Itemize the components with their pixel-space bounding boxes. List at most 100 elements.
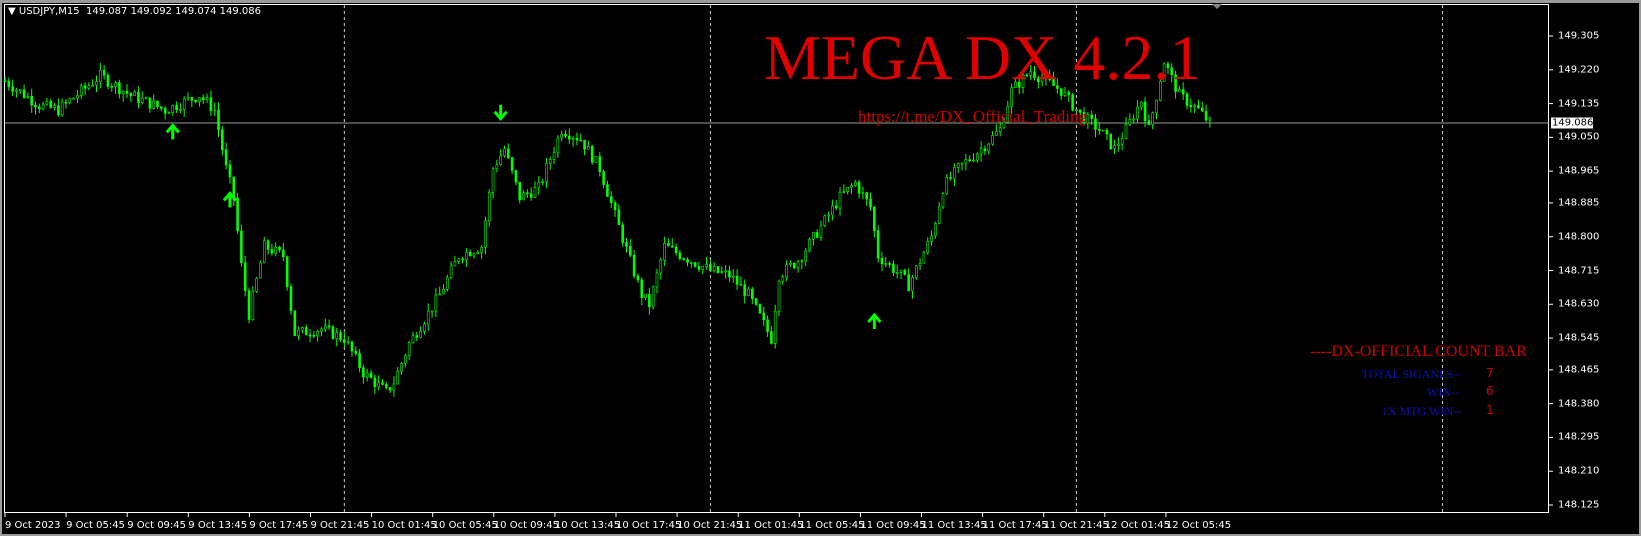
candle-body (1101, 129, 1105, 132)
candle-body (1082, 112, 1086, 124)
candle-body (899, 269, 903, 273)
candle-body (91, 84, 94, 87)
dropdown-triangle-icon[interactable]: ▼ (8, 6, 16, 17)
plot-area[interactable] (4, 4, 1549, 513)
count-bar-title: ----DX-OFFICIAL COUNT BAR (1310, 343, 1527, 360)
candle-body (270, 249, 274, 254)
candle-body (445, 277, 449, 290)
candle-body (533, 187, 537, 198)
candle-body (846, 186, 849, 192)
candle-body (655, 272, 659, 288)
candle-body (876, 230, 880, 259)
candle-body (247, 290, 251, 320)
candle-body (114, 82, 117, 87)
candle-body (1109, 133, 1113, 150)
candle-body (735, 275, 739, 285)
candle-body (453, 261, 457, 267)
candle-body (377, 382, 380, 387)
candle-body (404, 355, 407, 364)
chart-shift-marker[interactable] (1212, 4, 1222, 9)
candle-body (140, 97, 144, 103)
candle-body (781, 276, 785, 282)
count-value-win: 6 (1486, 384, 1494, 398)
candle-body (38, 106, 41, 110)
candle-body (1002, 121, 1006, 129)
candle-body (18, 89, 22, 92)
candle-body (7, 80, 11, 87)
price-tick-label: 148.295 (1558, 431, 1600, 443)
candle-body (152, 100, 156, 109)
candle-body (705, 264, 708, 267)
count-label-total: TOTAL SIGANLS-- (1361, 367, 1461, 381)
candle-body (1025, 74, 1029, 77)
candle-body (884, 263, 888, 265)
candle-body (102, 69, 106, 76)
candle-body (838, 191, 842, 209)
count-label-mtg-win: 1X MTG WIN-- (1381, 404, 1461, 418)
candle-body (670, 245, 674, 248)
time-tick-label: 9 Oct 13:45 (188, 520, 248, 531)
arrow-down-icon (493, 104, 508, 122)
candle-body (423, 323, 426, 332)
candle-body (937, 206, 941, 224)
candle-body (1174, 74, 1177, 92)
candle-body (808, 238, 811, 252)
candle-body (1048, 75, 1052, 80)
candle-body (251, 291, 255, 320)
candle-body (911, 277, 914, 292)
time-tick-label: 10 Oct 09:45 (493, 520, 559, 531)
candle-body (434, 294, 438, 312)
candle-body (1036, 77, 1040, 82)
price-tick-label: 148.125 (1558, 499, 1600, 511)
candle-body (510, 157, 514, 171)
candle-body (1147, 120, 1151, 125)
candle-body (941, 193, 945, 208)
candle-body (1063, 91, 1067, 96)
candle-body (240, 230, 243, 264)
candle-body (57, 105, 60, 116)
time-tick-label: 9 Oct 17:45 (249, 520, 309, 531)
candle-body (144, 97, 148, 100)
candle-body (1181, 89, 1185, 95)
candle-body (842, 191, 846, 193)
candle-body (1166, 63, 1170, 69)
candle-body (1017, 81, 1021, 88)
candle-body (1155, 99, 1158, 114)
candle-body (53, 105, 56, 108)
candle-body (751, 288, 754, 299)
time-tick-label: 10 Oct 21:45 (677, 520, 743, 531)
candle-body (160, 106, 163, 109)
candle-body (903, 269, 907, 275)
price-tick-label: 148.380 (1558, 398, 1600, 410)
candle-body (301, 327, 304, 331)
candle-body (11, 86, 14, 92)
candle-body (194, 99, 197, 103)
time-tick-label: 9 Oct 09:45 (127, 520, 187, 531)
candle-body (45, 100, 49, 105)
candle-body (476, 252, 480, 254)
candle-body (754, 298, 758, 305)
candle-body (594, 156, 598, 163)
candle-body (343, 339, 346, 343)
candle-body (99, 69, 102, 82)
candle-body (495, 164, 499, 170)
candle-body (995, 131, 998, 136)
candle-body (133, 91, 136, 96)
candle-body (686, 259, 689, 263)
candle-body (1029, 71, 1032, 76)
candle-body (369, 372, 373, 379)
candle-body (831, 205, 834, 216)
price-tick-label: 149.050 (1558, 131, 1600, 143)
candle-body (465, 251, 468, 260)
price-tick-label: 149.135 (1558, 98, 1600, 110)
candle-body (892, 263, 895, 273)
candle-body (560, 133, 563, 139)
candle-body (690, 262, 693, 264)
candle-body (129, 93, 133, 96)
candle-body (137, 91, 140, 103)
candle-body (323, 325, 327, 330)
candle-body (312, 335, 316, 337)
candle-body (457, 258, 461, 262)
candle-body (1067, 91, 1071, 95)
candle-body (442, 288, 445, 295)
